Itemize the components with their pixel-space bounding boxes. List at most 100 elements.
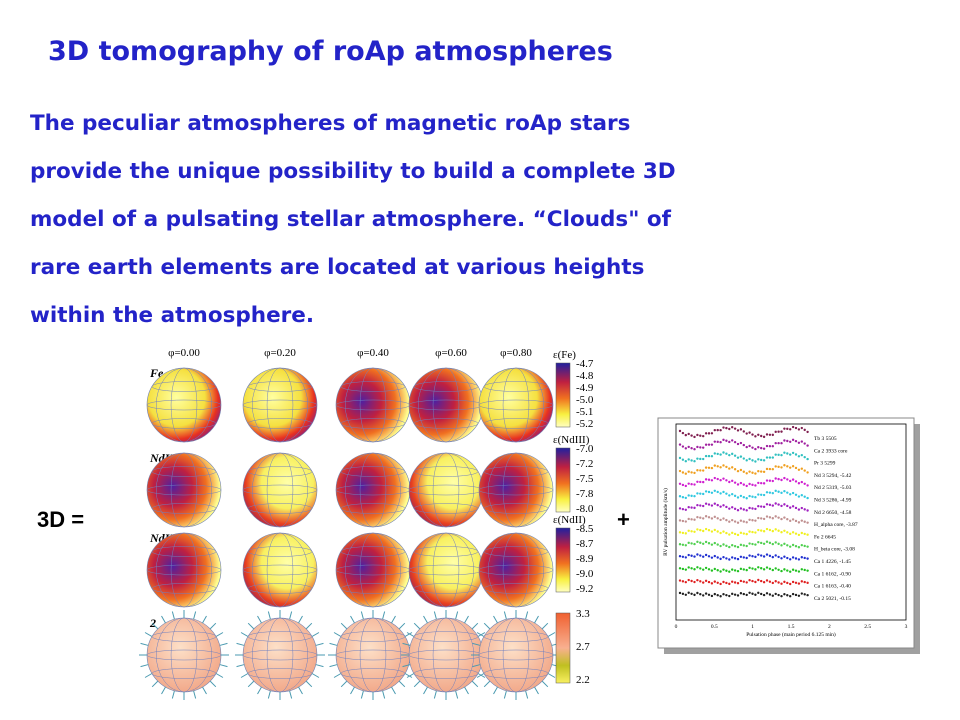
rv-point <box>762 542 766 545</box>
rv-point <box>797 468 801 472</box>
rv-point <box>696 457 699 460</box>
rv-point <box>710 491 714 494</box>
rv-point <box>780 544 783 547</box>
rv-point <box>768 479 772 482</box>
rv-point <box>783 580 786 584</box>
field-vector <box>360 611 364 620</box>
rv-point <box>713 502 716 505</box>
colorbar-tick-label: 2.7 <box>576 641 590 653</box>
rv-point <box>707 432 711 435</box>
rv-point <box>789 428 792 431</box>
rv-point <box>731 452 734 456</box>
rv-point <box>678 555 682 558</box>
field-vector <box>193 611 197 620</box>
rv-point <box>699 592 702 596</box>
rv-point <box>728 507 731 510</box>
rv-point <box>745 521 748 524</box>
rv-point <box>806 581 809 585</box>
sphere-grid <box>340 418 406 429</box>
rv-point <box>731 492 734 496</box>
rv-point <box>806 569 809 572</box>
rv-point <box>789 466 792 469</box>
rv-point <box>745 556 748 560</box>
rv-point <box>762 517 766 521</box>
rv-point <box>800 426 803 430</box>
rv-point <box>693 506 696 510</box>
colorbar-tick-label: -8.9 <box>576 553 594 565</box>
rv-point <box>693 483 696 486</box>
colorbar-tick-label: -4.9 <box>576 382 594 394</box>
rv-point <box>731 568 734 571</box>
rv-point <box>696 515 699 519</box>
body-line: The peculiar atmospheres of magnetic roA… <box>30 111 630 136</box>
rv-point <box>702 434 705 438</box>
rv-point <box>710 582 714 585</box>
rv-point <box>780 491 783 495</box>
rv-point <box>803 532 806 536</box>
rv-point <box>725 518 728 522</box>
series-label: Ca 1 4226, -1.45 <box>814 559 851 565</box>
field-vector <box>547 673 556 678</box>
rv-point <box>684 544 687 547</box>
series-label: Nd 3 5286, -4.99 <box>814 498 852 504</box>
rv-point <box>728 440 731 444</box>
sphere-grid <box>156 452 212 528</box>
colorbar-tick-label: -7.5 <box>576 473 594 485</box>
colorbar <box>555 362 571 428</box>
colorbar-tick-label: -8.5 <box>576 523 594 535</box>
rv-point <box>806 496 809 500</box>
rv-point <box>716 530 719 533</box>
rv-point <box>731 479 734 483</box>
sphere-grid <box>483 381 549 392</box>
rv-point <box>678 495 682 498</box>
rv-point <box>736 582 740 585</box>
rv-point <box>725 492 728 495</box>
rv-point <box>791 592 795 596</box>
rv-point <box>693 518 696 521</box>
series-label: Nd 3 5294, -5.42 <box>814 473 852 479</box>
rv-point <box>771 529 774 533</box>
rv-point <box>693 568 696 571</box>
rv-point <box>757 446 760 449</box>
sphere <box>408 532 484 608</box>
rv-point <box>693 494 696 498</box>
field-vector <box>193 690 197 699</box>
rv-point <box>722 517 725 520</box>
rv-point <box>690 567 693 570</box>
rv-point <box>690 554 693 557</box>
field-vector <box>140 642 149 646</box>
rv-point <box>754 555 757 559</box>
rv-point <box>722 426 725 429</box>
rv-point <box>681 555 685 558</box>
rv-point <box>710 466 714 470</box>
x-axis-label: Pulsation phase (main period 6.125 min) <box>746 631 836 638</box>
rv-point <box>681 471 685 474</box>
rv-point <box>693 459 696 463</box>
rv-point <box>722 477 725 480</box>
sphere-grid <box>247 466 313 477</box>
rv-point <box>716 503 719 507</box>
rv-point <box>733 520 737 523</box>
rv-point <box>696 553 699 556</box>
field-vector <box>483 680 491 688</box>
field-vector <box>547 632 556 637</box>
phase-label: φ=0.80 <box>500 347 532 359</box>
rv-point <box>736 469 740 473</box>
field-vector <box>402 664 411 668</box>
rv-point <box>696 445 699 449</box>
body-line: rare earth elements are located at vario… <box>30 255 644 280</box>
rv-point <box>745 484 748 488</box>
sphere-grid <box>345 452 401 528</box>
sphere-grid <box>151 466 217 477</box>
rv-point <box>765 515 769 518</box>
rv-point <box>722 580 725 584</box>
sphere-grid <box>252 452 308 528</box>
rv-point <box>768 593 772 596</box>
field-vector <box>144 673 153 678</box>
sphere-grid <box>340 583 406 594</box>
sphere-grid <box>252 367 308 443</box>
rv-point <box>731 531 734 535</box>
rv-point <box>681 531 685 535</box>
rv-point <box>748 470 751 473</box>
colorbar-tick-label: -5.2 <box>576 418 593 430</box>
